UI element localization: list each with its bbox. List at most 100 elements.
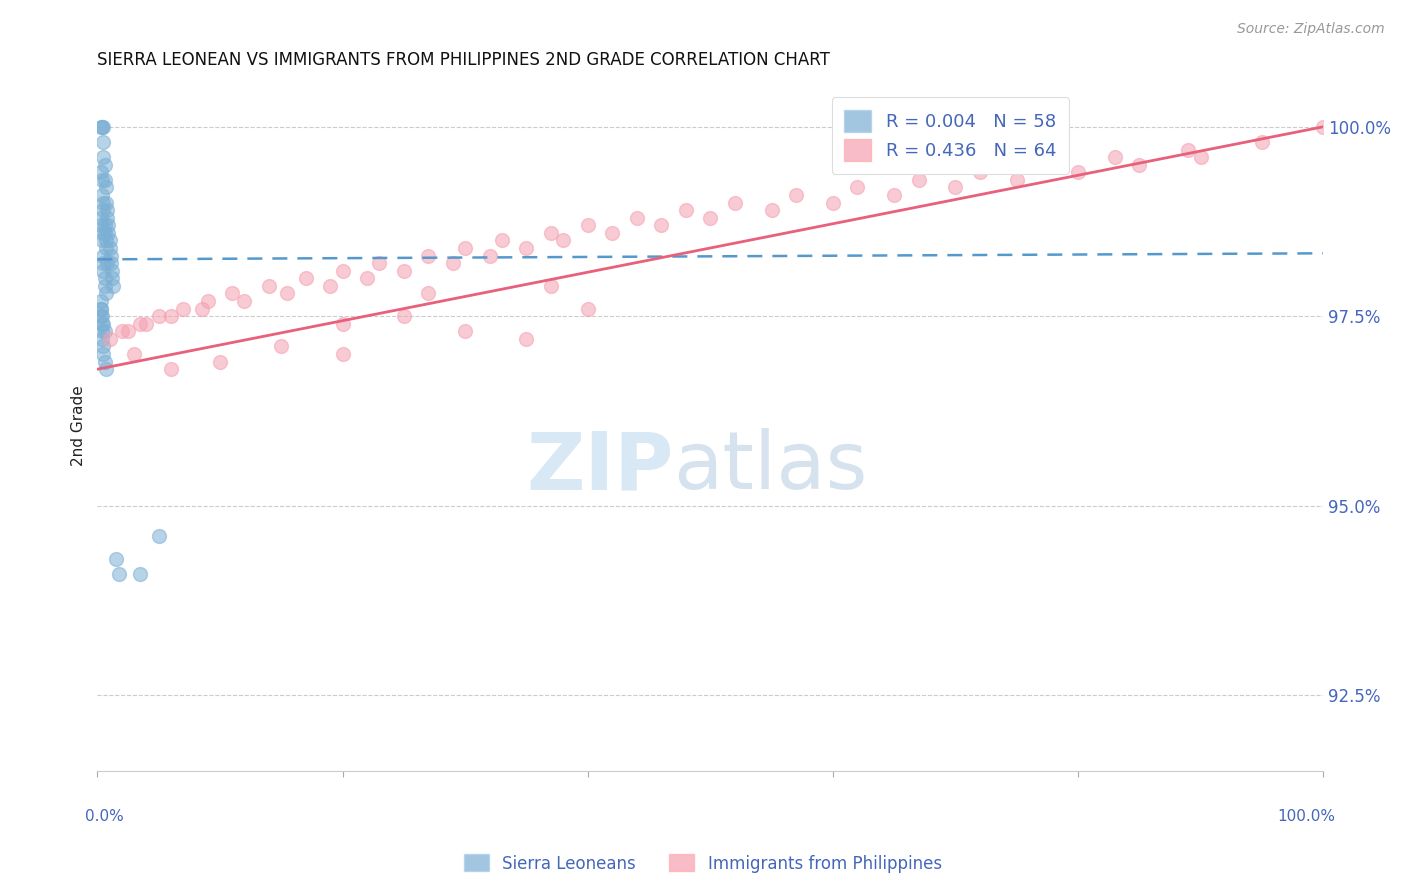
Point xyxy=(104,551,127,566)
Point xyxy=(93,195,115,210)
Point xyxy=(93,203,115,218)
Point xyxy=(90,301,112,316)
Point xyxy=(208,354,231,368)
Point xyxy=(576,301,599,316)
Legend: R = 0.004   N = 58, R = 0.436   N = 64: R = 0.004 N = 58, R = 0.436 N = 64 xyxy=(831,97,1069,174)
Point xyxy=(221,286,243,301)
Point xyxy=(91,234,114,248)
Point xyxy=(101,264,124,278)
Point xyxy=(91,317,114,331)
Point xyxy=(368,256,391,270)
Point xyxy=(93,135,115,149)
Point xyxy=(190,301,212,316)
Point xyxy=(969,165,991,179)
Point xyxy=(93,347,115,361)
Point xyxy=(93,158,115,172)
Point xyxy=(172,301,194,316)
Point xyxy=(93,219,115,233)
Point xyxy=(90,120,112,134)
Point xyxy=(94,234,117,248)
Point xyxy=(160,362,183,376)
Point xyxy=(90,293,112,308)
Point xyxy=(392,309,415,323)
Point xyxy=(576,219,599,233)
Point xyxy=(135,317,157,331)
Point xyxy=(111,324,134,338)
Point xyxy=(129,566,152,581)
Point xyxy=(332,264,354,278)
Point xyxy=(478,249,501,263)
Point xyxy=(101,271,124,285)
Point xyxy=(1042,158,1064,172)
Point xyxy=(540,278,562,293)
Point xyxy=(319,278,342,293)
Point xyxy=(91,309,114,323)
Point xyxy=(117,324,139,338)
Point xyxy=(1104,150,1126,164)
Point xyxy=(332,347,354,361)
Point xyxy=(675,203,697,218)
Point xyxy=(90,309,112,323)
Point xyxy=(96,256,118,270)
Point xyxy=(907,173,929,187)
Point xyxy=(418,286,440,301)
Point xyxy=(94,195,117,210)
Point xyxy=(94,241,117,255)
Point xyxy=(97,219,120,233)
Point xyxy=(626,211,648,225)
Point xyxy=(724,195,747,210)
Point xyxy=(91,324,114,338)
Text: 0.0%: 0.0% xyxy=(86,809,124,823)
Text: Source: ZipAtlas.com: Source: ZipAtlas.com xyxy=(1237,22,1385,37)
Text: SIERRA LEONEAN VS IMMIGRANTS FROM PHILIPPINES 2ND GRADE CORRELATION CHART: SIERRA LEONEAN VS IMMIGRANTS FROM PHILIP… xyxy=(97,51,830,69)
Point xyxy=(1250,135,1272,149)
Point xyxy=(515,332,537,346)
Point xyxy=(148,529,170,543)
Y-axis label: 2nd Grade: 2nd Grade xyxy=(72,385,86,467)
Point xyxy=(93,317,115,331)
Point xyxy=(257,278,280,293)
Point xyxy=(1312,120,1334,134)
Point xyxy=(96,203,118,218)
Point xyxy=(821,195,844,210)
Point xyxy=(785,188,807,202)
Point xyxy=(276,286,298,301)
Point xyxy=(356,271,378,285)
Text: 100.0%: 100.0% xyxy=(1278,809,1336,823)
Point xyxy=(553,234,575,248)
Point xyxy=(93,271,115,285)
Point xyxy=(515,241,537,255)
Point xyxy=(846,180,869,194)
Point xyxy=(197,293,219,308)
Point xyxy=(98,332,121,346)
Legend: Sierra Leoneans, Immigrants from Philippines: Sierra Leoneans, Immigrants from Philipp… xyxy=(457,847,949,880)
Point xyxy=(93,173,115,187)
Point xyxy=(93,339,115,353)
Point xyxy=(93,354,115,368)
Point xyxy=(699,211,721,225)
Point xyxy=(600,226,623,240)
Point xyxy=(1128,158,1150,172)
Point xyxy=(129,317,152,331)
Point xyxy=(93,120,115,134)
Point xyxy=(1005,173,1028,187)
Point xyxy=(93,256,115,270)
Point xyxy=(96,211,118,225)
Point xyxy=(1189,150,1212,164)
Point xyxy=(103,278,125,293)
Point xyxy=(441,256,464,270)
Point xyxy=(883,188,905,202)
Point xyxy=(294,271,316,285)
Point xyxy=(454,324,477,338)
Point xyxy=(91,120,114,134)
Point xyxy=(98,234,121,248)
Point xyxy=(90,219,112,233)
Point xyxy=(90,301,112,316)
Point xyxy=(97,226,120,240)
Point xyxy=(233,293,256,308)
Point xyxy=(93,150,115,164)
Point xyxy=(454,241,477,255)
Point xyxy=(91,226,114,240)
Point xyxy=(650,219,672,233)
Point xyxy=(90,211,112,225)
